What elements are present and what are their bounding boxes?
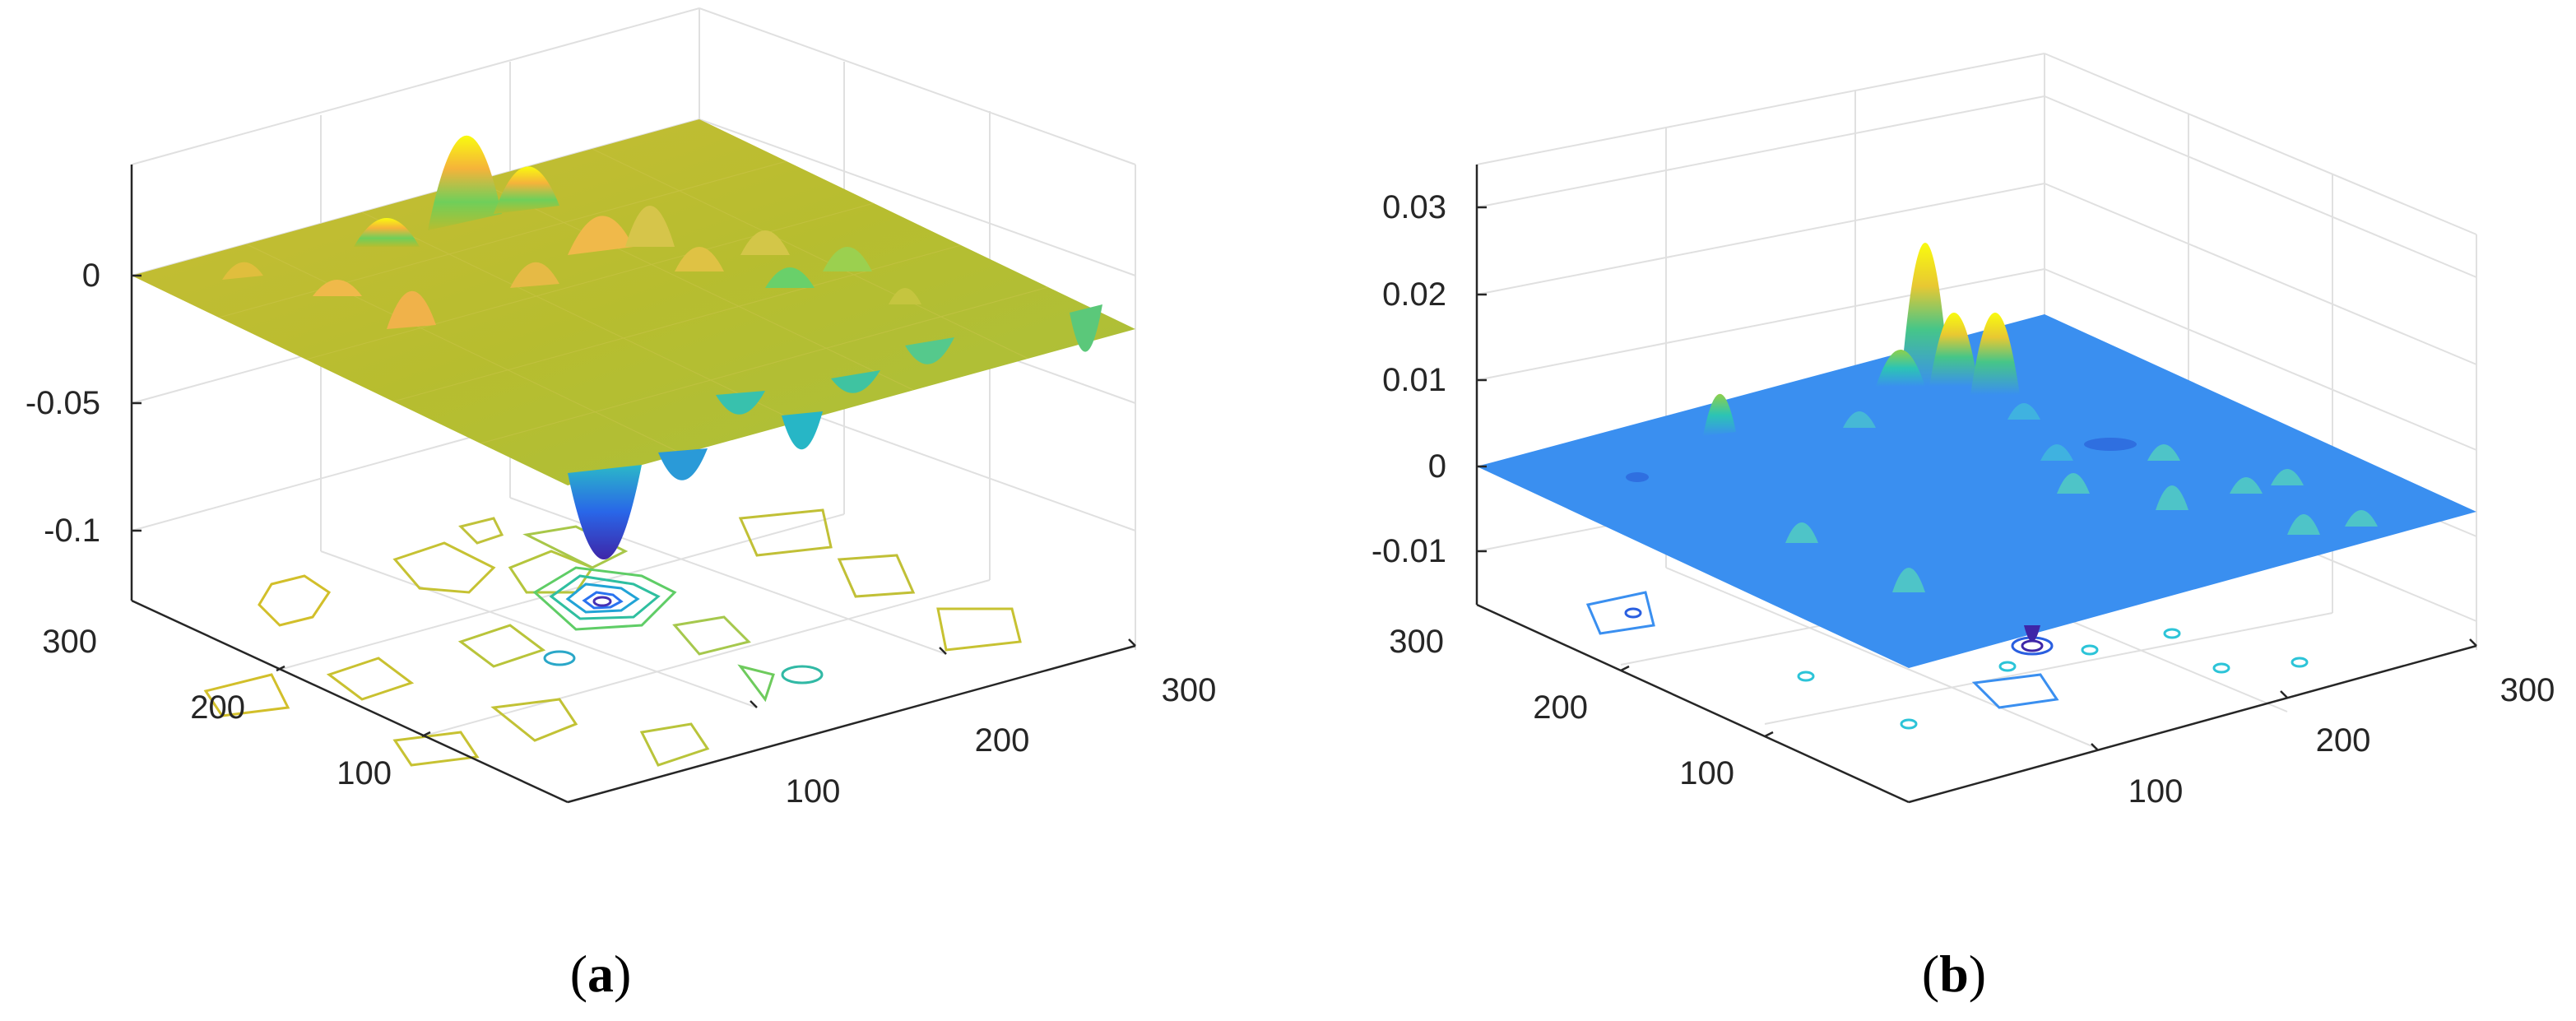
panel-a-ztick-2: -0.1	[44, 513, 100, 549]
panel-b-xtick-2: 300	[2500, 672, 2555, 708]
panel-a-xtick-2: 300	[1162, 672, 1217, 708]
panel-a-ytick-2: 300	[42, 624, 97, 660]
panel-b-trough	[2024, 625, 2040, 642]
panel-a-contours	[203, 508, 1022, 767]
panel-a-ztick-0: 0	[82, 258, 100, 294]
panel-a-surface	[132, 119, 1135, 485]
panel-b-ytick-2: 300	[1389, 624, 1444, 660]
panel-b-ztick-2: 0.01	[1382, 362, 1446, 398]
panel-a: 0 -0.05 -0.1 300 200 100 100 200 300 (a)	[26, 7, 1217, 1003]
panel-a-ytick-0: 100	[337, 755, 392, 791]
panel-a-ztick-1: -0.05	[26, 385, 100, 421]
panel-a-peaks	[222, 135, 921, 329]
panel-b-ztick-1: 0.02	[1382, 276, 1446, 313]
panel-a-caption-label: a	[587, 944, 614, 1003]
panel-b-ytick-1: 200	[1533, 689, 1588, 726]
panel-b: 0.03 0.02 0.01 0 -0.01 300 200 100 100 2…	[1372, 53, 2555, 1003]
panel-b-caption: (b)	[1922, 944, 1986, 1003]
panel-a-xtick-1: 200	[975, 722, 1030, 759]
panel-b-axes	[1475, 165, 2477, 804]
panel-a-troughs	[568, 304, 1102, 560]
panel-b-caption-label: b	[1939, 944, 1969, 1003]
panel-b-xtick-1: 200	[2316, 722, 2371, 759]
panel-a-xtick-0: 100	[786, 773, 841, 810]
panel-b-ytick-0: 100	[1679, 755, 1734, 791]
panel-a-axes	[130, 165, 1136, 804]
panel-a-ticks	[132, 274, 1136, 738]
panel-b-xtick-0: 100	[2128, 773, 2184, 810]
panel-a-surface-mesh	[218, 148, 1049, 455]
panel-b-ztick-4: -0.01	[1372, 533, 1446, 569]
panel-b-peaks	[1626, 243, 2378, 592]
panel-b-ticks	[1477, 206, 2477, 751]
panel-b-ztick-3: 0	[1428, 448, 1446, 485]
panel-b-ztick-0: 0.03	[1382, 189, 1446, 225]
panel-a-ytick-1: 200	[190, 689, 245, 726]
panel-a-caption: (a)	[570, 944, 632, 1003]
